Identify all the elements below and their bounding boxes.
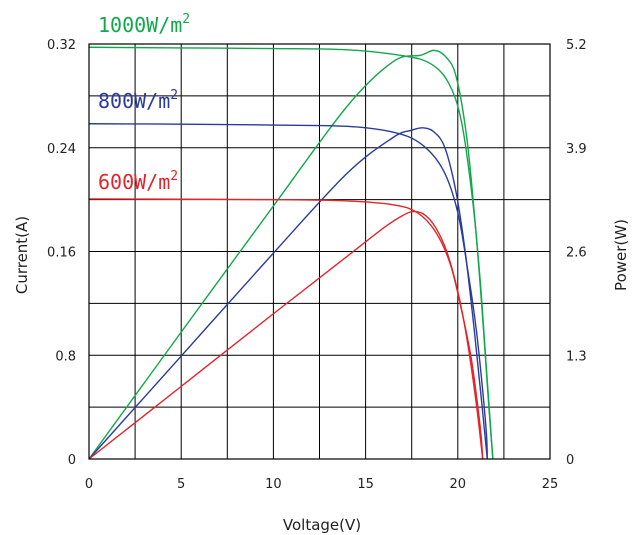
series-label-600w-m: 600W/m2 xyxy=(98,169,178,194)
x-tick-label: 25 xyxy=(542,477,559,492)
y-left-tick-label: 0.24 xyxy=(47,142,76,157)
series-label-800w-m: 800W/m2 xyxy=(98,88,178,113)
series-label-1000w-m: 1000W/m2 xyxy=(98,12,190,37)
plot-frame xyxy=(88,43,551,460)
x-tick-label: 0 xyxy=(85,477,93,492)
pv-curve-800w-m xyxy=(88,127,488,460)
pv-curve-600w-m xyxy=(88,210,484,460)
y-left-tick-label: 0 xyxy=(68,453,76,468)
x-tick-label: 20 xyxy=(450,477,467,492)
y2-axis-title: Power(W) xyxy=(612,219,630,291)
x-tick-label: 5 xyxy=(177,477,185,492)
pv-curve-1000w-m xyxy=(88,49,494,460)
tick-labels: 0 5 10 15 20 25 0 0.8 0.16 0.24 0.32 0 1.3 2.6 3.9 5.2 xyxy=(47,38,587,492)
y-left-tick-label: 0.8 xyxy=(55,349,76,364)
x-tick-label: 15 xyxy=(357,477,374,492)
iv-curve-800w-m xyxy=(88,123,488,460)
iv-curve-600w-m xyxy=(88,198,484,460)
series-labels: 1000W/m2 800W/m2 600W/m2 xyxy=(98,12,190,194)
x-tick-label: 10 xyxy=(265,477,282,492)
y-right-tick-label: 0 xyxy=(566,453,574,468)
y-left-tick-label: 0.32 xyxy=(47,38,76,53)
y-right-tick-label: 3.9 xyxy=(566,142,587,157)
y-right-tick-label: 2.6 xyxy=(566,246,587,261)
x-axis-title: Voltage(V) xyxy=(283,516,361,534)
y-axis-title: Current(A) xyxy=(13,216,31,294)
curves xyxy=(88,46,494,460)
y-right-tick-label: 5.2 xyxy=(566,38,587,53)
y-right-tick-label: 1.3 xyxy=(566,349,587,364)
y-left-tick-label: 0.16 xyxy=(47,246,76,261)
